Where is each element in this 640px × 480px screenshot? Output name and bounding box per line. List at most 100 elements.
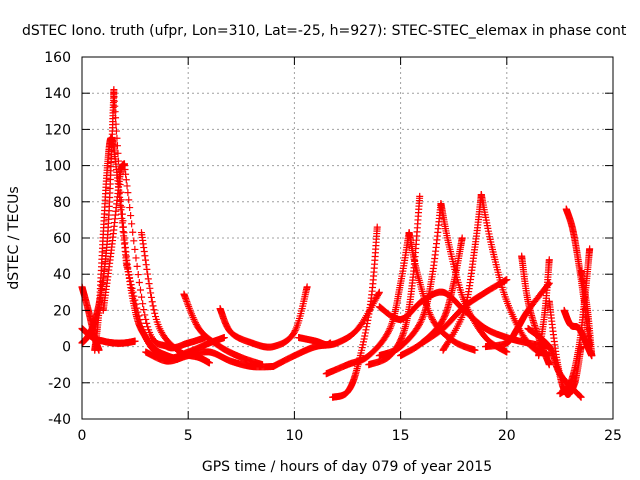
data-point-marker <box>127 281 135 289</box>
x-tick-label: 25 <box>604 428 622 444</box>
data-point-marker <box>129 288 137 296</box>
data-point-marker <box>131 245 139 253</box>
data-point-marker <box>133 304 141 312</box>
y-tick-label: 40 <box>53 267 71 283</box>
y-tick-label: 120 <box>44 122 71 138</box>
data-point-marker <box>577 393 585 401</box>
data-point-marker <box>375 288 383 296</box>
y-tick-label: -40 <box>48 412 71 428</box>
data-point-marker <box>416 319 424 327</box>
data-point-marker <box>137 319 145 327</box>
data-point-marker <box>131 296 139 304</box>
series-arc-32 <box>556 245 594 398</box>
data-point-marker <box>112 127 120 135</box>
data-point-marker <box>130 292 138 300</box>
data-point-marker <box>416 192 424 200</box>
data-point-marker <box>205 359 213 367</box>
series-arc-15 <box>329 223 381 401</box>
data-point-marker <box>150 306 158 314</box>
data-point-marker <box>386 325 394 332</box>
data-point-marker <box>122 176 130 184</box>
series-arc-10 <box>180 290 267 369</box>
series-arc-33 <box>577 267 596 360</box>
data-point-marker <box>124 189 132 197</box>
data-point-marker <box>384 328 392 336</box>
data-point-marker <box>140 248 148 256</box>
data-point-marker <box>143 265 151 273</box>
data-point-marker <box>133 262 141 270</box>
data-point-marker <box>138 293 146 301</box>
data-point-marker <box>127 212 135 220</box>
data-point-marker <box>112 120 120 128</box>
y-tick-label: 60 <box>53 231 71 247</box>
data-point-marker <box>141 252 149 260</box>
data-point-marker <box>446 336 454 344</box>
series-arc-26 <box>482 279 553 351</box>
gridlines <box>82 57 613 419</box>
data-point-marker <box>183 299 191 307</box>
data-point-marker <box>327 339 335 347</box>
x-axis-label: GPS time / hours of day 079 of year 2015 <box>202 459 492 475</box>
x-tick-label: 20 <box>498 428 516 444</box>
data-point-marker <box>128 220 136 228</box>
data-point-marker <box>503 348 511 356</box>
data-point-marker <box>126 277 134 285</box>
data-point-marker <box>147 293 155 301</box>
series-arc-14 <box>295 334 335 349</box>
data-point-marker <box>140 306 148 314</box>
axis-ticks: 0 5 10 15 20 25 -40 -20 0 20 40 60 80 100 120 140 160 <box>44 50 622 444</box>
x-tick-label: 15 <box>392 428 410 444</box>
data-point-marker <box>385 326 393 334</box>
data-point-marker <box>290 328 298 336</box>
data-point-marker <box>134 308 142 316</box>
data-point-marker <box>545 256 553 264</box>
data-point-marker <box>371 296 379 304</box>
data-point-marker <box>139 300 147 308</box>
data-point-marker <box>132 300 140 308</box>
data-point-marker <box>291 327 299 335</box>
data-point-marker <box>144 323 152 331</box>
data-point-marker <box>142 256 150 264</box>
series-arc-34 <box>524 325 585 401</box>
data-point-marker <box>191 317 199 325</box>
data-point-marker <box>129 228 137 236</box>
data-point-marker <box>397 334 405 342</box>
series-arc-11 <box>216 283 311 351</box>
data-point-marker <box>303 283 311 291</box>
series-arc-18 <box>365 192 424 369</box>
data-point-marker <box>576 392 584 400</box>
data-point-marker <box>151 309 159 317</box>
data-point-marker <box>192 319 200 327</box>
data-point-marker <box>545 361 553 369</box>
data-point-marker <box>132 254 140 262</box>
data-point-marker <box>427 312 435 320</box>
data-point-marker <box>358 319 366 327</box>
y-tick-label: 80 <box>53 195 71 211</box>
data-point-marker <box>359 338 367 346</box>
y-axis-label: dSTEC / TECUs <box>6 186 22 289</box>
data-point-marker <box>123 182 131 190</box>
data-point-marker <box>143 319 151 327</box>
y-tick-label: 160 <box>44 50 71 66</box>
data-point-marker <box>134 271 142 279</box>
data-point-marker <box>383 331 391 339</box>
data-point-marker <box>136 286 144 294</box>
data-point-marker <box>135 278 143 286</box>
data-point-marker <box>142 315 150 323</box>
data-point-marker <box>148 298 156 306</box>
data-point-marker <box>588 352 596 360</box>
data-point-marker <box>144 270 152 278</box>
data-point-marker <box>361 332 369 340</box>
data-point-marker <box>125 271 133 279</box>
data-point-marker <box>220 334 228 342</box>
data-point-marker <box>122 170 130 178</box>
data-point-marker <box>373 223 381 231</box>
data-point-marker <box>114 149 122 157</box>
data-point-marker <box>142 261 150 269</box>
data-point-marker <box>111 108 119 116</box>
data-point-marker <box>415 320 423 328</box>
data-point-marker <box>503 276 511 284</box>
x-tick-label: 10 <box>285 428 303 444</box>
y-tick-label: 100 <box>44 159 71 175</box>
